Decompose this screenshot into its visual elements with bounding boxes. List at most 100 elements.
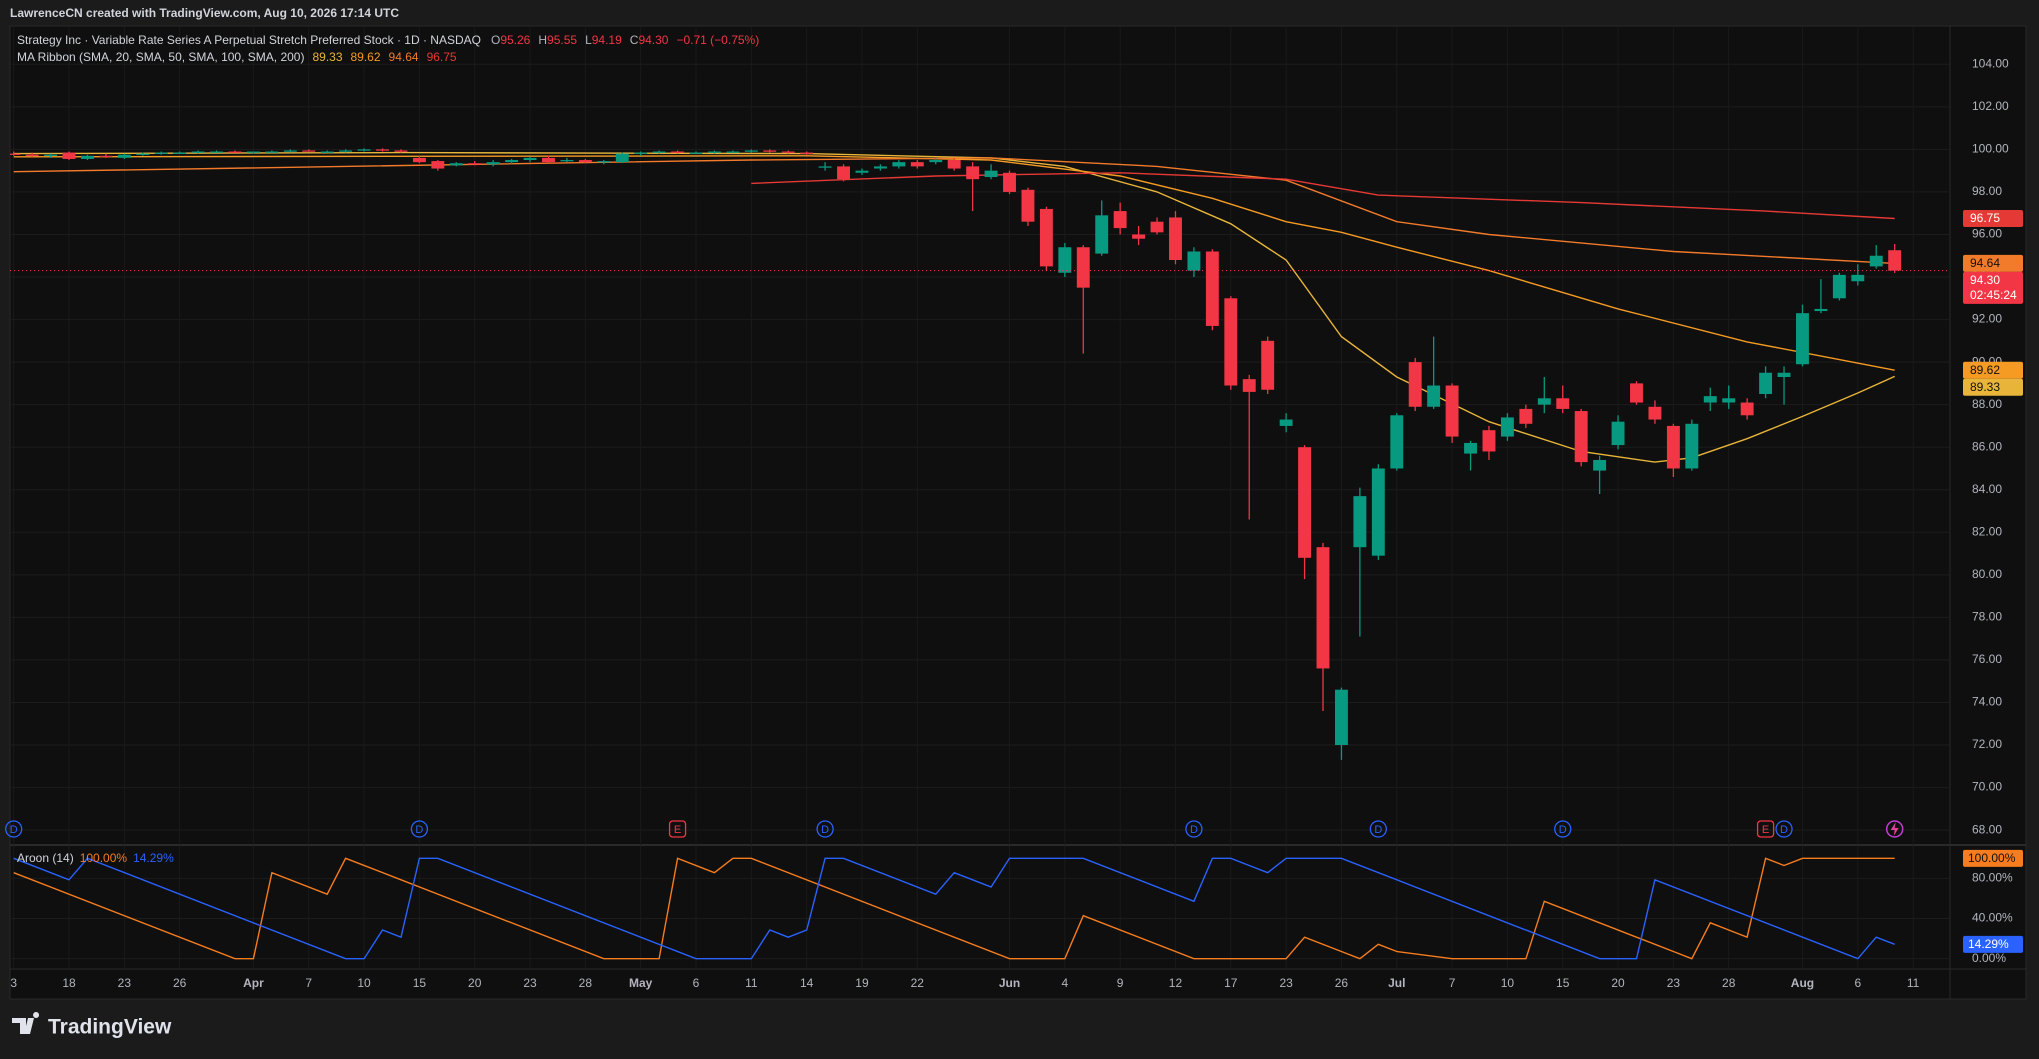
candle-body — [449, 163, 463, 166]
aroon-pane — [10, 857, 1950, 960]
candle-body — [1058, 247, 1072, 273]
x-tick-label: 11 — [745, 976, 758, 990]
legend-change: −0.71 (−0.75%) — [676, 33, 759, 47]
candle-body — [468, 163, 482, 165]
value-tag-label: 14.29% — [1968, 937, 2009, 951]
x-tick-label: 23 — [1279, 976, 1293, 990]
candle-body — [1611, 421, 1625, 446]
y-tick-label: 78.00 — [1972, 610, 2002, 624]
legend-key: O — [491, 33, 500, 47]
x-tick-label: 9 — [1117, 976, 1124, 990]
candle-body — [818, 166, 832, 168]
y-tick-label: 80.00 — [1972, 567, 2002, 581]
candle-body — [1888, 250, 1902, 271]
candle-body — [1113, 211, 1127, 229]
candle-body — [929, 160, 943, 163]
footer-logo: TradingView — [12, 1012, 172, 1039]
candle-body — [25, 154, 39, 156]
x-tick-label: 10 — [357, 976, 371, 990]
candle-body — [910, 162, 924, 167]
candle-body — [1427, 385, 1441, 407]
candle-body — [1187, 251, 1201, 271]
legend-key: L — [585, 33, 592, 47]
event-marker — [668, 820, 687, 838]
x-tick-label: 18 — [62, 976, 76, 990]
candle-body — [1630, 383, 1643, 403]
x-tick-label: 22 — [911, 976, 925, 990]
candle-body — [1703, 396, 1717, 403]
y-tick-label: 68.00 — [1972, 822, 2002, 836]
y-tick-label: 82.00 — [1972, 524, 2002, 538]
price-tag — [1963, 210, 2023, 228]
legend-line: Strategy Inc · Variable Rate Series A Pe… — [17, 33, 759, 47]
candle-body — [947, 160, 961, 169]
legend-title: Strategy Inc · Variable Rate Series A Pe… — [17, 33, 481, 47]
candle-body — [837, 166, 850, 180]
legend-value: 95.55 — [547, 33, 577, 47]
candle-body — [1814, 308, 1828, 312]
candle-body — [523, 157, 537, 161]
candle-body — [412, 157, 426, 163]
event-label: D — [821, 824, 829, 836]
x-tick-label: Aug — [1791, 976, 1814, 990]
candle-body — [1371, 468, 1385, 556]
x-tick-label: 11 — [1907, 976, 1920, 990]
candle-body — [1722, 398, 1736, 403]
x-tick-label: 26 — [1335, 976, 1349, 990]
event-label: D — [415, 824, 423, 836]
y-tick-label: 76.00 — [1972, 652, 2002, 666]
candle-body — [634, 152, 648, 154]
candle-body — [302, 150, 316, 152]
event-marker — [1775, 820, 1793, 838]
y-tick-label: 40.00% — [1972, 911, 2013, 925]
candle-body — [265, 151, 279, 153]
event-label: E — [674, 824, 681, 836]
x-tick-label: 28 — [1722, 976, 1736, 990]
event-marker — [1554, 820, 1572, 838]
candle-body — [1353, 496, 1367, 548]
candle-body — [855, 170, 869, 173]
candle-body — [99, 155, 113, 158]
x-tick-label: 14 — [800, 976, 814, 990]
x-tick-label: 28 — [579, 976, 593, 990]
candle-body — [763, 150, 777, 152]
value-tag — [1963, 935, 2023, 953]
x-tick-label: Apr — [243, 976, 264, 990]
event-marker — [816, 820, 834, 838]
candle-body — [1039, 208, 1053, 267]
event-marker — [410, 820, 429, 838]
candle-body — [615, 153, 629, 163]
candle-body — [1150, 221, 1164, 233]
candle-body — [1242, 379, 1256, 392]
candle-body — [671, 151, 685, 153]
candle-body — [505, 160, 519, 163]
x-tick-label: May — [629, 976, 653, 990]
candle-body — [320, 151, 334, 153]
legend-value: 100.00% — [80, 851, 128, 865]
y-tick-label: 98.00 — [1972, 184, 2002, 198]
candle-body — [1408, 362, 1422, 407]
candle-body — [10, 153, 21, 155]
event-label: D — [1374, 824, 1382, 836]
candle-body — [246, 151, 260, 153]
event-label: D — [1780, 824, 1788, 836]
candle-body — [707, 151, 721, 153]
price-tag-countdown: 02:45:24 — [1970, 288, 2017, 302]
legend-value: 94.30 — [638, 33, 668, 47]
price-tag-label: 89.33 — [1970, 380, 2000, 394]
y-tick-label: 74.00 — [1972, 695, 2002, 709]
logo-mark — [12, 1012, 40, 1034]
legend-key: C — [630, 33, 639, 47]
candle-body — [873, 166, 887, 169]
candle-body — [376, 149, 389, 151]
legend-line: Aroon (14) 100.00% 14.29% — [17, 851, 174, 865]
brand: TradingView — [48, 1016, 172, 1039]
event-label: D — [1190, 824, 1198, 836]
x-tick-label: 3 — [10, 976, 17, 990]
candle-body — [1224, 298, 1238, 386]
candle-body — [1556, 398, 1570, 409]
event-marker — [1756, 820, 1775, 838]
x-tick-label: 7 — [1449, 976, 1456, 990]
ma-line — [13, 151, 1895, 463]
candle-body — [1574, 411, 1588, 463]
